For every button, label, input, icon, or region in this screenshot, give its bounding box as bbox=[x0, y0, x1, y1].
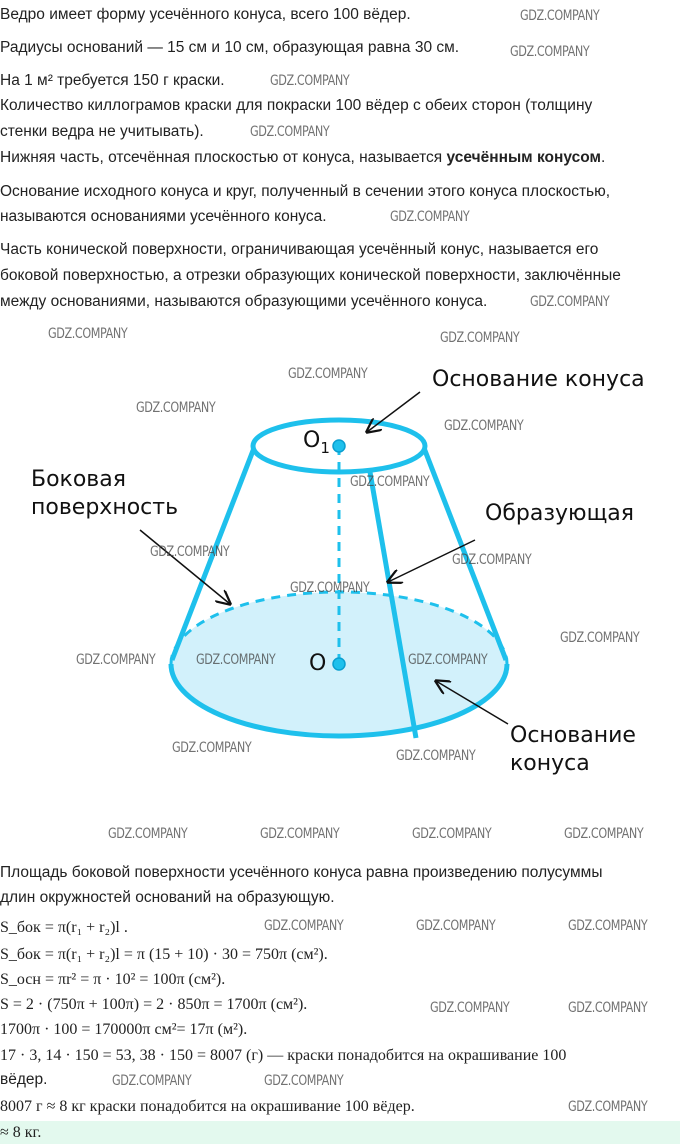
bottom-base-front-edge bbox=[168, 663, 510, 739]
generatrix-label: Образующая bbox=[485, 501, 634, 526]
theory-line: называются основаниями усечённого конуса… bbox=[0, 208, 327, 225]
formula: 1700π · 100 = 170000π см²= 17π (м²). bbox=[0, 1021, 248, 1038]
solution-text: Площадь боковой поверхности усечённого к… bbox=[0, 864, 603, 881]
center-o1-dot bbox=[332, 439, 346, 453]
term-bold: усечённым конусом bbox=[446, 149, 601, 166]
theory-line: боковой поверхностью, а отрезки образующ… bbox=[0, 267, 621, 284]
arrow bbox=[436, 681, 509, 725]
lateral-surface-label: поверхность bbox=[31, 495, 178, 520]
formula: S = 2 · (750π + 100π) = 2 · 850π = 1700π… bbox=[0, 996, 308, 1013]
formula: S_бок = π(r₁ + r₂)l = π (15 + 10) · 30 =… bbox=[0, 946, 328, 963]
problem-line: На 1 м² требуется 150 г краски. bbox=[0, 72, 225, 89]
problem-line: стенки ведра не учитывать). bbox=[0, 123, 204, 140]
bottom-base-label: конуса bbox=[510, 751, 590, 776]
problem-line: Ведро имеет форму усечённого конуса, все… bbox=[0, 6, 411, 23]
lateral-edge-left bbox=[169, 447, 257, 661]
o-label: O bbox=[309, 651, 326, 676]
text: . bbox=[600, 149, 606, 166]
theory-line: Основание исходного конуса и круг, получ… bbox=[0, 183, 611, 200]
text: Нижняя часть, отсечённая плоскостью от к… bbox=[0, 149, 447, 166]
formula: 17 · 3, 14 · 150 = 53, 38 · 150 = 8007 (… bbox=[0, 1047, 567, 1064]
lateral-surface-label: Боковая bbox=[31, 467, 126, 492]
pointer-arrows bbox=[139, 391, 509, 725]
arrow bbox=[139, 529, 230, 604]
arrow bbox=[388, 539, 476, 582]
answer-bar: ≈ 8 кг. bbox=[0, 1121, 680, 1144]
lateral-edge-right bbox=[421, 447, 509, 661]
problem-line: Радиусы оснований — 15 см и 10 см, образ… bbox=[0, 39, 460, 56]
generatrix-line bbox=[367, 471, 419, 739]
answer: ≈ 8 кг. bbox=[0, 1124, 42, 1141]
formula: S_осн = πr² = π · 10² = 100π (см²). bbox=[0, 971, 226, 988]
top-base-label: Основание конуса bbox=[432, 367, 645, 392]
theory-line: между основаниями, называются образующим… bbox=[0, 293, 488, 310]
problem-line: Количество киллограмов краски для покрас… bbox=[0, 97, 593, 114]
theory-line: Нижняя часть, отсечённая плоскостью от к… bbox=[0, 148, 605, 168]
bottom-base-label: Основание bbox=[510, 723, 636, 748]
arrow bbox=[367, 391, 421, 432]
formula: S_бок = π(r₁ + r₂)l . bbox=[0, 919, 128, 936]
o1-label: O1 bbox=[303, 428, 330, 457]
formula: 8007 г ≈ 8 кг краски понадобится на окра… bbox=[0, 1098, 415, 1115]
center-o-dot bbox=[332, 657, 346, 671]
solution-text: длин окружностей оснований на образующую… bbox=[0, 889, 335, 906]
theory-line: Часть конической поверхности, ограничива… bbox=[0, 241, 599, 258]
solution-text: вёдер. bbox=[0, 1071, 48, 1088]
